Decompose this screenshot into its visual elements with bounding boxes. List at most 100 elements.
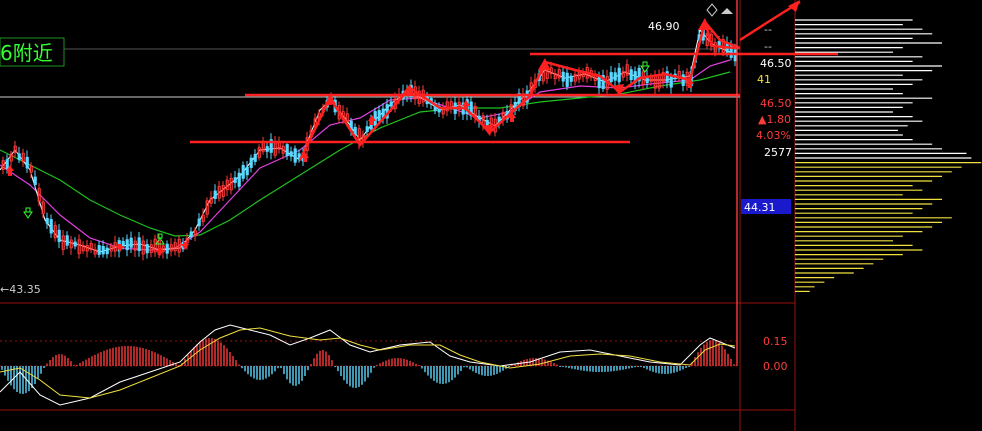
macd-dea-line [0,327,736,399]
candle-body [269,139,273,153]
candle-body [613,72,617,81]
candle-body [177,238,181,253]
candle-body [29,165,33,173]
trend-arrows [298,19,741,161]
candle-body [5,159,9,170]
signal-markers [6,61,694,256]
candle-body [197,218,201,227]
candle-body [573,73,577,82]
axis-high: 46.90 [648,20,680,33]
macd-histogram [1,0,738,394]
candle-body [145,244,149,254]
candle-body [65,235,69,246]
candle-body [457,101,461,111]
volume-profile [795,19,982,292]
candle-body [169,244,173,252]
candle-body [257,147,261,158]
axis-dash1: -- [764,23,772,36]
candle-body [49,219,53,234]
candle-body [85,245,89,252]
candle-body [489,117,493,125]
candle-body [89,242,93,251]
candle-body [229,178,233,191]
candle-body [241,165,245,179]
candle-body [165,243,169,254]
cursor-price-box [741,199,791,214]
candle-body [601,75,605,90]
candle-body [69,239,73,249]
candle-body [105,247,109,255]
axis-volume-small: 41 [757,73,771,86]
trend-arrows-2 [739,0,801,42]
candle-body [621,71,625,78]
low-marker: ←43.35 [0,283,41,296]
candle-body [677,70,681,80]
candle-body [137,237,141,252]
candle-body [217,185,221,199]
macd-lines [0,324,736,406]
candle-body [77,239,81,255]
price-axis: 46.90 -- -- 46.50 41 46.50 ▲1.80 4.03% 2… [0,20,792,373]
candle-body [21,152,25,163]
triangle-marker-icon [721,8,733,14]
cursor-price: 44.31 [744,201,776,214]
candle-body [373,111,377,126]
axis-last: 46.50 [760,97,792,110]
candle-body [225,179,229,191]
candle-body [33,176,37,185]
candle-body [113,242,117,252]
candle-body [253,153,257,162]
candle-body [553,73,557,80]
candle-body [629,69,633,81]
panel-frame [0,0,796,431]
candle-body [81,245,85,252]
candle-body [185,237,189,244]
candle-body [201,214,205,222]
candle-body [101,245,105,255]
candle-body [377,110,381,121]
candle-body [597,76,601,89]
candle-body [549,67,553,75]
candle-body [389,101,393,107]
candle-body [193,230,197,237]
candle-body [661,72,665,83]
macd-dif-line [0,324,736,406]
candle-body [293,148,297,163]
candle-body [205,200,209,215]
candle-body [469,101,473,117]
candle-body [149,244,153,254]
candle-body [365,126,369,132]
candle-body [109,245,113,252]
candle-body [37,188,41,202]
candle-body [129,237,133,248]
candle-body [9,153,13,162]
candle-body [121,241,125,247]
banner-box [0,37,65,67]
candle-body [281,145,285,154]
candle-body [17,153,21,160]
candle-body [45,217,49,224]
candle-body [417,90,421,104]
candle-body [213,190,217,199]
candle-body [285,144,289,157]
candle-body [221,185,225,197]
candle-body [245,166,249,176]
annotation-arrowheads [324,0,800,136]
candle-body [669,76,673,88]
candle-body [153,238,157,253]
candle-body [97,245,101,255]
candle-body [561,71,565,82]
axis-volume: 2577 [764,146,792,159]
diamond-icon [706,3,718,17]
candle-body [637,67,641,82]
candle-body [41,201,45,215]
macd-axis-upper: 0.15 [763,335,788,348]
axis-change: ▲1.80 [758,113,791,126]
candle-body [173,242,177,252]
candle-body [13,145,17,153]
candle-body [445,101,449,112]
candle-body [141,240,145,255]
candle-body [93,249,97,255]
candle-body [249,157,253,168]
